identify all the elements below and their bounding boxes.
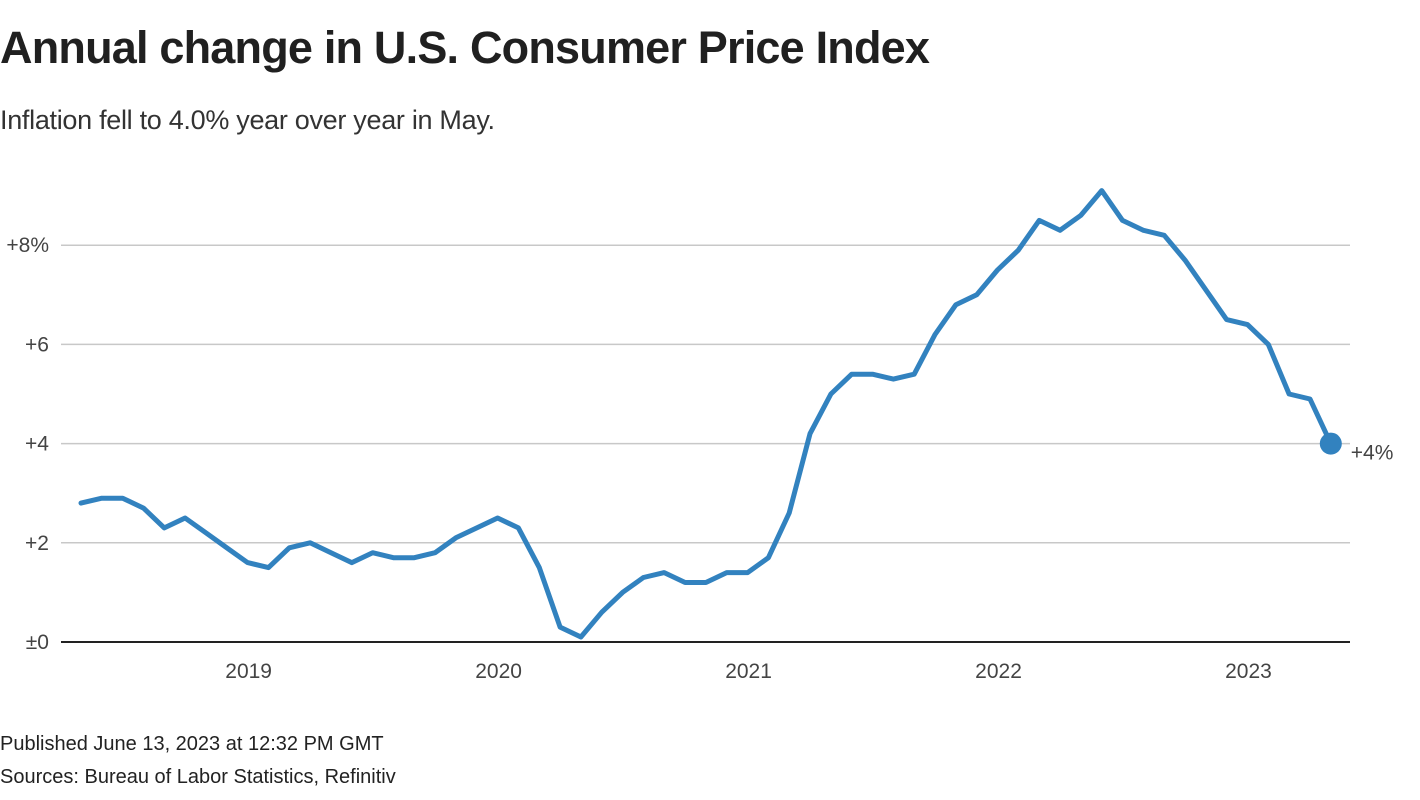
data-point-2021-07	[870, 372, 875, 377]
series-layer	[78, 188, 1334, 640]
data-point-2021-01	[745, 570, 750, 575]
cpi-series-line	[78, 188, 1334, 640]
data-point-2019-12	[474, 525, 479, 530]
x-axis-ticks: 2019 2020 2021 2022 2023	[225, 660, 1272, 683]
data-point-2019-07	[370, 550, 375, 555]
data-point-2022-07	[1120, 218, 1125, 223]
x-tick-label: 2020	[475, 660, 522, 683]
y-tick-label: +8%	[6, 234, 49, 257]
data-point-2022-05	[1078, 213, 1083, 218]
data-point-2020-09	[662, 570, 667, 575]
data-point-2022-02	[1016, 248, 1021, 253]
data-point-2020-07	[620, 590, 625, 595]
gridlines	[61, 244, 1350, 643]
data-point-2018-12	[224, 545, 229, 550]
data-point-2020-12	[724, 570, 729, 575]
data-point-2020-06	[599, 610, 604, 615]
data-point-2018-06	[99, 496, 104, 501]
data-point-2021-10	[933, 332, 938, 337]
data-point-2022-01	[995, 268, 1000, 273]
data-point-2020-01	[495, 516, 500, 521]
data-point-2020-05	[578, 635, 583, 640]
latest-value-label: +4%	[1351, 442, 1394, 465]
data-point-2018-07	[120, 496, 125, 501]
data-point-2018-08	[141, 506, 146, 511]
data-point-2023-02	[1266, 342, 1271, 347]
chart-subtitle: Inflation fell to 4.0% year over year in…	[0, 105, 495, 135]
data-point-2022-06	[1099, 188, 1104, 193]
data-point-2020-11	[703, 580, 708, 585]
published-date: Published June 13, 2023 at 12:32 PM GMT	[0, 733, 384, 755]
x-tick-label: 2021	[725, 660, 772, 683]
data-point-2020-04	[558, 625, 563, 630]
data-point-2019-11	[453, 535, 458, 540]
y-tick-label: +4	[25, 433, 49, 456]
data-point-2021-11	[953, 302, 958, 307]
data-point-2019-01	[245, 560, 250, 565]
latest-value-marker	[1319, 432, 1342, 455]
y-axis-ticks: ±0 +2 +4 +6 +8%	[6, 234, 49, 654]
end-marker-layer: +4%	[1319, 432, 1394, 465]
data-point-2023-01	[1245, 322, 1250, 327]
data-point-2022-11	[1203, 287, 1208, 292]
y-tick-label: +6	[25, 333, 49, 356]
chart-title: Annual change in U.S. Consumer Price Ind…	[0, 22, 930, 73]
data-point-2019-04	[308, 540, 313, 545]
data-point-2022-04	[1058, 228, 1063, 233]
data-point-2020-10	[683, 580, 688, 585]
data-point-2020-02	[516, 525, 521, 530]
data-point-2021-05	[828, 392, 833, 397]
data-point-2022-09	[1162, 233, 1167, 238]
data-point-2021-08	[891, 377, 896, 382]
data-point-2021-04	[808, 431, 813, 436]
data-point-2019-05	[329, 550, 334, 555]
data-point-2018-10	[183, 516, 188, 521]
data-point-2021-06	[849, 372, 854, 377]
data-point-2019-03	[287, 545, 292, 550]
data-point-2022-08	[1141, 228, 1146, 233]
data-point-2019-08	[391, 555, 396, 560]
data-point-2018-09	[162, 525, 167, 530]
y-tick-label: ±0	[26, 631, 49, 654]
data-point-2021-12	[974, 292, 979, 297]
data-point-2019-02	[266, 565, 271, 570]
data-point-2020-03	[537, 565, 542, 570]
x-tick-label: 2023	[1225, 660, 1272, 683]
data-point-2018-11	[204, 530, 209, 535]
sources-note: Sources: Bureau of Labor Statistics, Ref…	[0, 766, 396, 788]
data-point-2021-02	[766, 555, 771, 560]
data-point-2021-09	[912, 372, 917, 377]
data-point-2019-10	[433, 550, 438, 555]
data-point-2020-08	[641, 575, 646, 580]
data-point-2018-05	[79, 501, 84, 506]
x-tick-label: 2019	[225, 660, 272, 683]
data-point-2022-03	[1037, 218, 1042, 223]
data-point-2022-12	[1224, 317, 1229, 322]
y-tick-label: +2	[25, 532, 49, 555]
data-point-2023-03	[1287, 392, 1292, 397]
data-point-2021-03	[787, 511, 792, 516]
data-point-2019-06	[349, 560, 354, 565]
data-point-2019-09	[412, 555, 417, 560]
x-tick-label: 2022	[975, 660, 1022, 683]
data-point-2022-10	[1183, 258, 1188, 263]
data-point-2023-04	[1308, 397, 1313, 402]
